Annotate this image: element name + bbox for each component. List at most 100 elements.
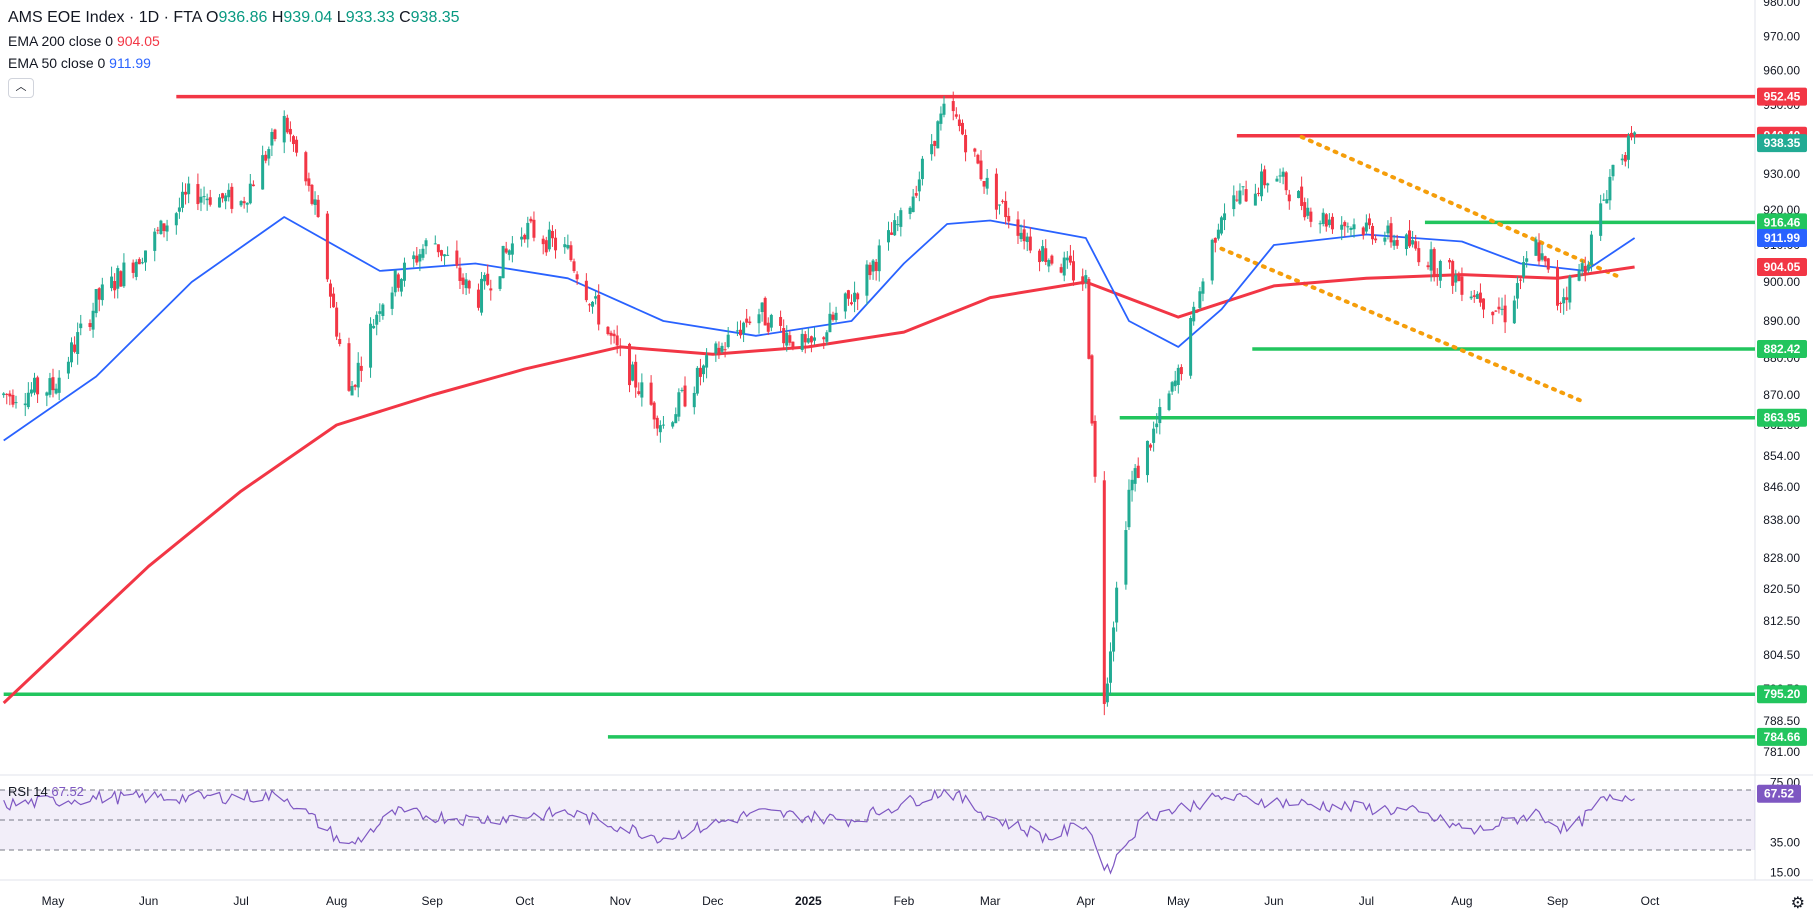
candle-body <box>720 345 724 352</box>
candle-body <box>757 314 761 324</box>
candle-body <box>1047 260 1051 267</box>
x-tick-label: 2025 <box>795 894 822 908</box>
ema50-row[interactable]: EMA 50 close 0 911.99 <box>8 52 460 74</box>
candle-body <box>1589 234 1593 265</box>
candle-body <box>1041 246 1045 262</box>
candle-body <box>547 229 551 250</box>
candle-body <box>1068 255 1072 263</box>
candle-body <box>1127 489 1131 528</box>
candle-body <box>1349 227 1353 230</box>
candle-body <box>1630 132 1634 136</box>
candle-body <box>1050 255 1054 264</box>
candle-body <box>544 240 548 253</box>
candle-body <box>954 114 958 117</box>
chevron-up-icon[interactable]: ︿ <box>8 78 34 98</box>
candle-body <box>14 402 18 404</box>
candle-body <box>994 173 998 210</box>
candles <box>2 91 1637 716</box>
y-tick-label: 900.00 <box>1763 275 1800 289</box>
candle-body <box>239 201 243 206</box>
candle-body <box>1263 169 1267 186</box>
candle-body <box>692 392 696 408</box>
candle-body <box>356 362 360 388</box>
candle-body <box>199 196 203 203</box>
candle-body <box>1059 267 1063 273</box>
candle-body <box>541 238 545 245</box>
candle-body <box>939 113 943 124</box>
candle-body <box>501 245 505 279</box>
candle-body <box>1361 227 1365 236</box>
candle-body <box>1435 273 1439 277</box>
candle-body <box>1306 207 1310 216</box>
candle-body <box>575 274 579 280</box>
candle-body <box>11 394 15 405</box>
candle-body <box>1115 587 1119 623</box>
candle-body <box>1577 270 1581 281</box>
candle-body <box>1522 262 1526 277</box>
candle-body <box>1472 295 1476 298</box>
candle-body <box>291 136 295 145</box>
candle-body <box>8 393 12 397</box>
rsi-legend[interactable]: RSI 14 67.52 <box>8 784 84 799</box>
candle-body <box>248 183 252 204</box>
candle-body <box>458 267 462 281</box>
candle-body <box>1534 239 1538 256</box>
candle-body <box>1364 222 1368 232</box>
candle-body <box>584 280 588 301</box>
open-value: 936.86 <box>218 9 268 26</box>
candle-body <box>834 312 838 321</box>
y-tick-label: 890.00 <box>1763 314 1800 328</box>
candle-body <box>1152 428 1156 443</box>
candle-body <box>618 346 622 349</box>
candle-body <box>890 232 894 235</box>
gear-icon[interactable]: ⚙ <box>1790 895 1805 912</box>
candle-body <box>843 293 847 312</box>
y-tick-label: 812.50 <box>1763 614 1800 628</box>
y-tick-label: 870.00 <box>1763 388 1800 402</box>
ema-line <box>3 216 1636 442</box>
candle-body <box>180 191 184 208</box>
candle-body <box>316 199 320 217</box>
candle-body <box>134 261 138 277</box>
ema200-row[interactable]: EMA 200 close 0 904.05 <box>8 30 460 52</box>
candle-body <box>1371 225 1375 240</box>
y-tick-label: 854.00 <box>1763 449 1800 463</box>
candle-body <box>1352 224 1356 230</box>
candle-body <box>957 119 961 127</box>
candle-body <box>714 343 718 354</box>
candle-body <box>504 248 508 253</box>
rsi-label: RSI 14 <box>8 784 48 799</box>
symbol-title[interactable]: AMS EOE Index · 1D · FTA <box>8 9 202 26</box>
candle-body <box>1025 236 1029 243</box>
candle-body <box>1087 279 1091 359</box>
candle-body <box>1454 275 1458 283</box>
candle-body <box>1497 306 1501 310</box>
candle-body <box>143 250 147 263</box>
candle-body <box>1001 200 1005 202</box>
candle-body <box>1503 305 1507 323</box>
price-badge <box>1757 340 1807 359</box>
candle-body <box>1170 382 1174 392</box>
candle-body <box>979 160 983 180</box>
x-tick-label: Dec <box>702 894 723 908</box>
candle-body <box>853 292 857 302</box>
candle-body <box>1244 189 1248 202</box>
candle-body <box>1201 281 1205 294</box>
candle-body <box>1124 530 1128 585</box>
candle-body <box>165 225 169 232</box>
candle-body <box>264 154 268 161</box>
candle-body <box>270 131 274 146</box>
candle-body <box>267 149 271 159</box>
candle-body <box>899 210 903 227</box>
candle-body <box>1491 311 1495 316</box>
candle-body <box>677 392 681 417</box>
candle-body <box>483 275 487 282</box>
candle-body <box>1623 155 1627 162</box>
x-tick-label: Apr <box>1076 894 1095 908</box>
candle-body <box>856 293 860 300</box>
candle-body <box>1176 367 1180 386</box>
low-label: L <box>336 9 346 26</box>
candle-body <box>110 276 114 289</box>
candle-body <box>911 196 915 213</box>
